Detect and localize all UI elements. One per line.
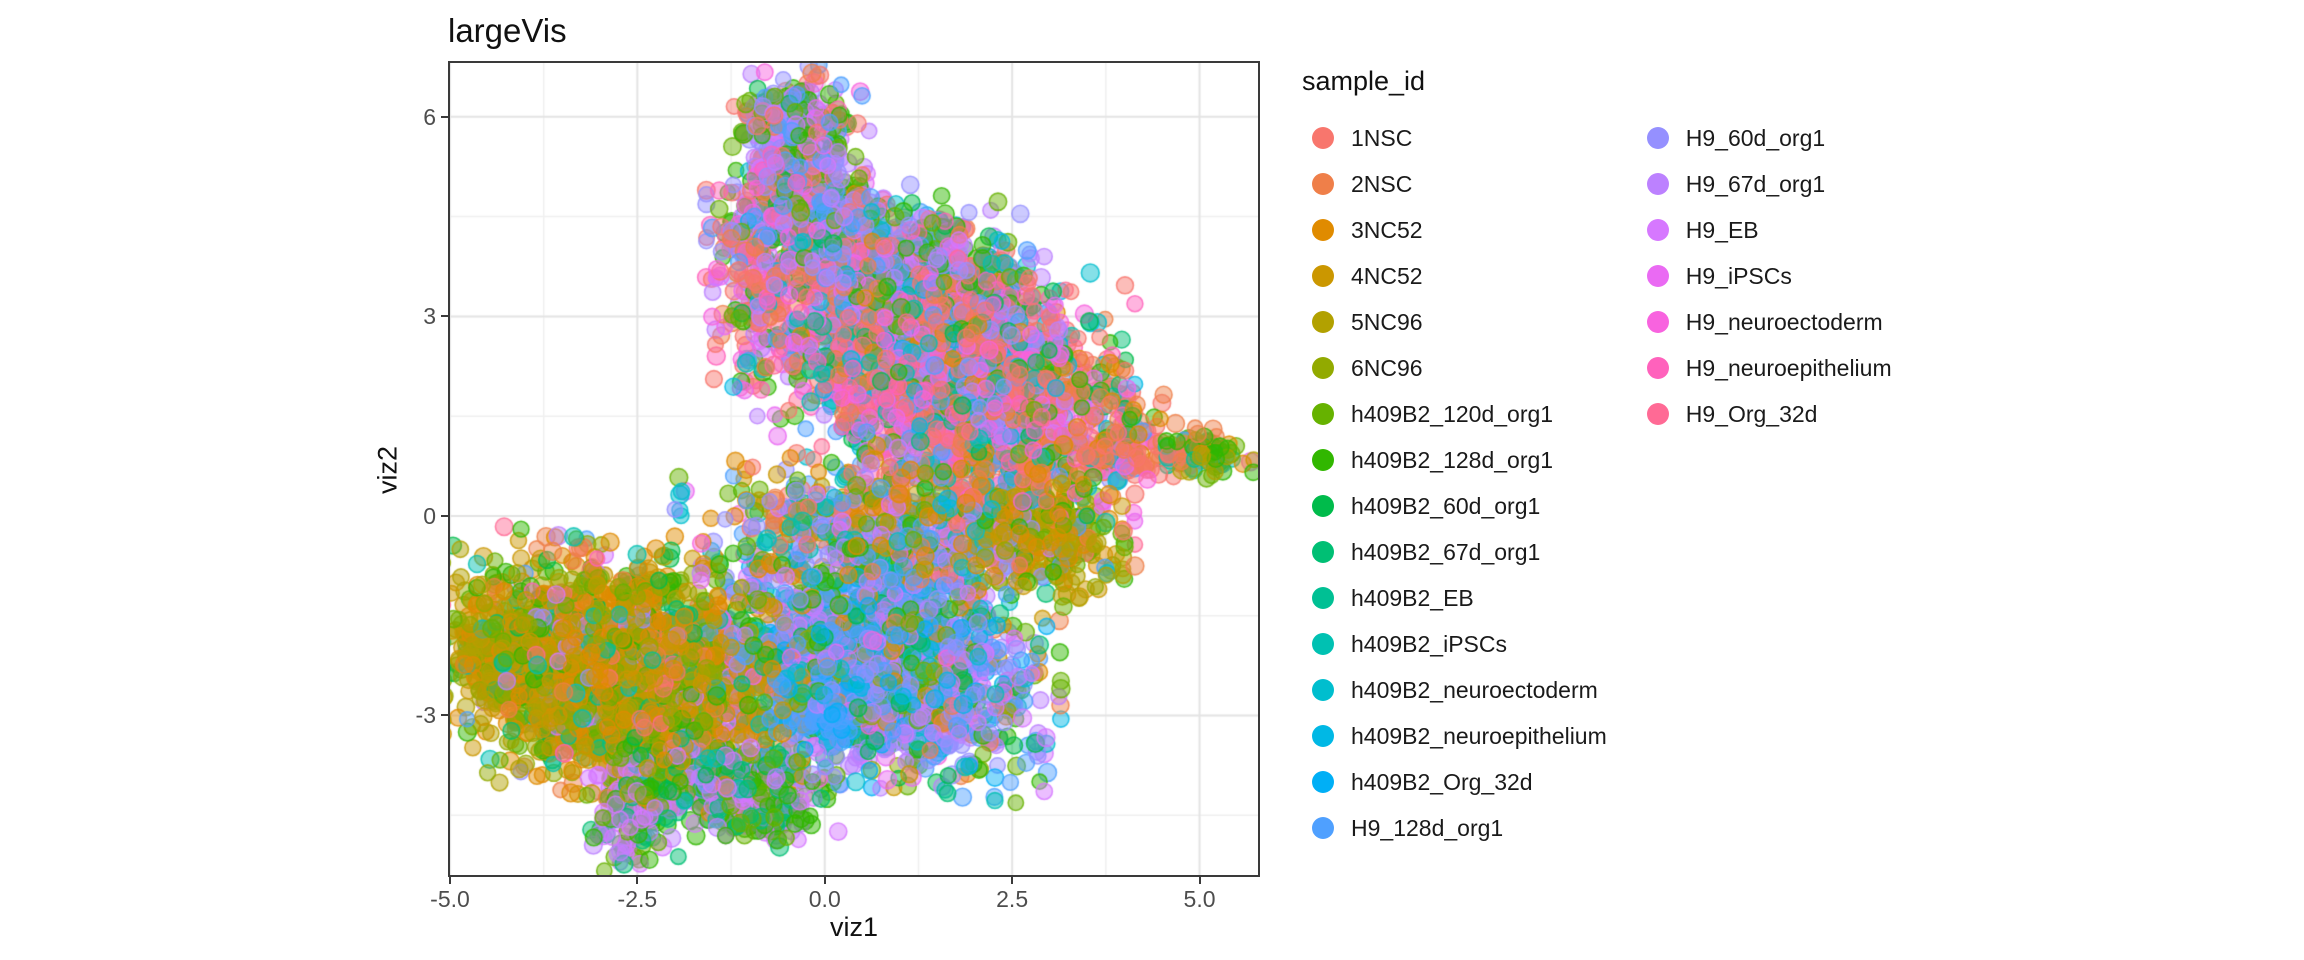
y-tick-label: 3: [423, 303, 436, 330]
legend-item: H9_iPSCs: [1646, 253, 1892, 299]
legend-item-label: H9_neuroepithelium: [1685, 354, 1892, 381]
legend-item: h409B2_67d_org1: [1312, 529, 1607, 575]
x-axis-title: viz1: [829, 912, 878, 942]
legend-item: H9_EB: [1646, 207, 1892, 253]
legend-color-swatch-icon: [1312, 127, 1334, 149]
legend-item: h409B2_EB: [1312, 575, 1607, 621]
legend-item-label: h409B2_EB: [1351, 584, 1474, 611]
y-tick-mark: [441, 514, 450, 517]
legend-color-swatch-icon: [1312, 679, 1334, 701]
y-axis-title: viz2: [372, 445, 403, 495]
legend-item-label: h409B2_60d_org1: [1351, 492, 1541, 519]
legend-items: 1NSC 2NSC 3NC52 4NC52 5NC96 6NC96 h409B2_120d_…: [1312, 115, 1892, 851]
legend-item-label: H9_iPSCs: [1685, 262, 1792, 289]
scatter-plot-canvas: [450, 63, 1258, 875]
legend-color-swatch-icon: [1646, 403, 1669, 425]
plot-panel: [448, 61, 1260, 877]
legend-item: 3NC52: [1312, 207, 1607, 253]
legend-item-label: 3NC52: [1351, 216, 1423, 243]
legend-item: h409B2_iPSCs: [1312, 621, 1607, 667]
y-tick-label: 6: [423, 103, 436, 130]
legend-color-swatch-icon: [1312, 449, 1334, 471]
legend-color-swatch-icon: [1312, 403, 1334, 425]
y-tick-mark: [441, 315, 450, 318]
x-tick-mark: [449, 875, 451, 884]
legend-item: H9_Org_32d: [1646, 391, 1892, 437]
legend-item-label: H9_Org_32d: [1685, 400, 1818, 427]
x-tick-label: -5.0: [430, 886, 470, 912]
legend-item: 1NSC: [1312, 115, 1607, 161]
x-tick-label: 0.0: [808, 886, 841, 912]
legend-item-label: h409B2_iPSCs: [1351, 630, 1507, 657]
y-tick-mark: [441, 115, 450, 118]
legend-item-label: h409B2_120d_org1: [1351, 400, 1554, 427]
legend-item-label: 1NSC: [1351, 124, 1413, 151]
legend-color-swatch-icon: [1312, 725, 1334, 747]
legend-color-swatch-icon: [1312, 587, 1334, 609]
legend-item: h409B2_neuroectoderm: [1312, 667, 1607, 713]
legend-item-label: h409B2_Org_32d: [1351, 768, 1533, 795]
legend-item: H9_67d_org1: [1646, 161, 1892, 207]
legend-item-label: 4NC52: [1351, 262, 1423, 289]
legend-color-swatch-icon: [1312, 771, 1334, 793]
x-tick-mark: [1011, 875, 1014, 884]
legend-item: H9_128d_org1: [1312, 805, 1607, 851]
legend-item-label: h409B2_neuroectoderm: [1351, 676, 1598, 703]
legend-color-swatch-icon: [1646, 173, 1669, 195]
legend-item-label: h409B2_128d_org1: [1351, 446, 1554, 473]
legend-item: 6NC96: [1312, 345, 1607, 391]
legend-title: sample_id: [1302, 66, 1426, 96]
legend-item: h409B2_128d_org1: [1312, 437, 1607, 483]
legend-item: H9_neuroectoderm: [1646, 299, 1892, 345]
legend-color-swatch-icon: [1312, 357, 1334, 379]
legend-color-swatch-icon: [1312, 265, 1334, 287]
legend-item: H9_neuroepithelium: [1646, 345, 1892, 391]
legend-color-swatch-icon: [1312, 219, 1334, 241]
legend-color-swatch-icon: [1312, 173, 1334, 195]
legend-item-label: h409B2_67d_org1: [1351, 538, 1541, 565]
legend-item-label: H9_128d_org1: [1351, 814, 1504, 841]
legend-color-swatch-icon: [1312, 541, 1334, 563]
legend-item-label: H9_neuroectoderm: [1685, 308, 1883, 335]
y-tick-mark: [441, 714, 450, 717]
legend-item-label: H9_67d_org1: [1685, 170, 1826, 197]
legend-item-label: 6NC96: [1351, 354, 1423, 381]
plot-title: largeVis: [448, 12, 567, 49]
legend-item-label: 5NC96: [1351, 308, 1423, 335]
legend-color-swatch-icon: [1312, 633, 1334, 655]
legend-color-swatch-icon: [1646, 311, 1669, 333]
legend: sample_id 1NSC 2NSC 3NC52 4NC52 5NC96 6NC96 h4…: [1300, 66, 1892, 851]
x-tick-mark: [823, 875, 826, 884]
legend-item: H9_60d_org1: [1646, 115, 1892, 161]
legend-item: h409B2_neuroepithelium: [1312, 713, 1607, 759]
legend-color-swatch-icon: [1646, 265, 1669, 287]
legend-item-label: H9_60d_org1: [1685, 124, 1826, 151]
x-tick-label: 2.5: [996, 886, 1029, 912]
x-tick-mark: [1198, 875, 1201, 884]
legend-color-swatch-icon: [1646, 127, 1669, 149]
legend-item-label: 2NSC: [1351, 170, 1413, 197]
legend-color-swatch-icon: [1312, 495, 1334, 517]
legend-item: h409B2_120d_org1: [1312, 391, 1607, 437]
legend-item-label: H9_EB: [1685, 216, 1759, 243]
y-tick-label: 0: [423, 502, 436, 529]
legend-item: 5NC96: [1312, 299, 1607, 345]
legend-color-swatch-icon: [1646, 219, 1669, 241]
legend-color-swatch-icon: [1312, 817, 1334, 839]
x-tick-mark: [636, 875, 639, 884]
legend-color-swatch-icon: [1646, 357, 1669, 379]
legend-item: 2NSC: [1312, 161, 1607, 207]
legend-item: h409B2_Org_32d: [1312, 759, 1607, 805]
x-tick-label: -2.5: [617, 886, 658, 912]
legend-item: 4NC52: [1312, 253, 1607, 299]
y-tick-label: -3: [415, 702, 436, 729]
legend-item: h409B2_60d_org1: [1312, 483, 1607, 529]
legend-item-label: h409B2_neuroepithelium: [1351, 722, 1607, 749]
legend-color-swatch-icon: [1312, 311, 1334, 333]
x-tick-label: 5.0: [1183, 886, 1216, 912]
